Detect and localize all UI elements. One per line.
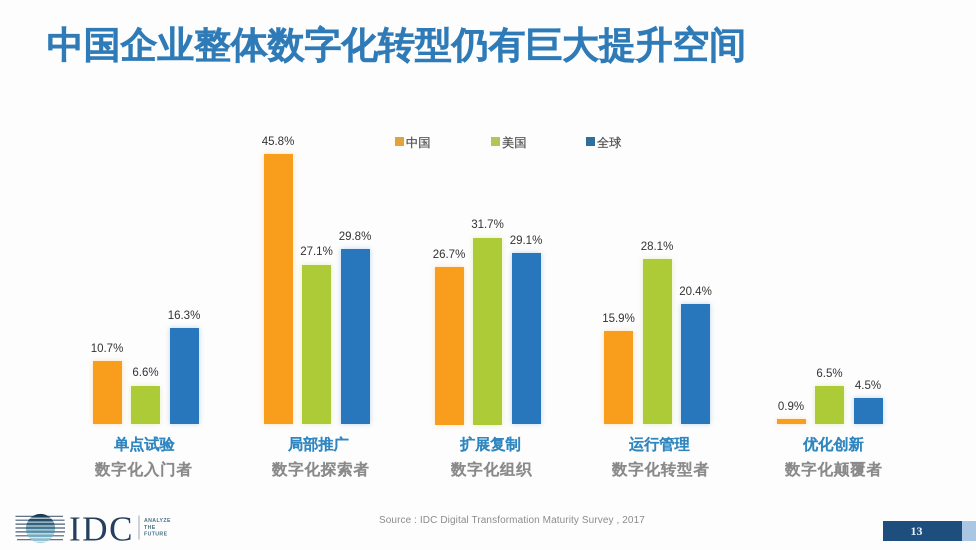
svg-text:THE: THE: [144, 525, 156, 531]
svg-text:IDC: IDC: [69, 510, 134, 549]
svg-text:ANALYZE: ANALYZE: [144, 518, 171, 524]
svg-text:FUTURE: FUTURE: [144, 532, 168, 538]
